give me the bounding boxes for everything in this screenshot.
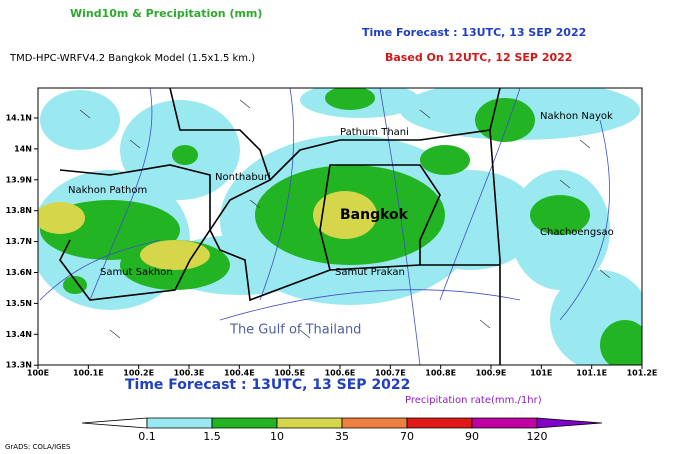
colorbar-label: 90 <box>465 430 479 443</box>
lat-label: 13.6N <box>6 268 32 277</box>
lat-label: 13.5N <box>6 299 32 308</box>
colorbar-swatch <box>471 417 538 429</box>
lat-label: 13.9N <box>6 175 32 184</box>
title: Wind10m & Precipitation (mm) <box>70 7 262 20</box>
colorbar-swatch <box>406 417 473 429</box>
lat-label: 13.7N <box>6 237 32 246</box>
forecast-time: Time Forecast : 13UTC, 13 SEP 2022 <box>362 26 586 39</box>
colorbar-label: 10 <box>270 430 284 443</box>
place-label: Nonthaburi <box>215 172 271 183</box>
lat-label: 13.4N <box>6 330 32 339</box>
model-name: TMD-HPC-WRFV4.2 Bangkok Model (1.5x1.5 k… <box>9 53 255 64</box>
lon-label: 100E <box>27 369 49 378</box>
lon-label: 100.5E <box>274 369 305 378</box>
lon-label: 101E <box>530 369 552 378</box>
place-label: The Gulf of Thailand <box>229 323 361 338</box>
precip-heavy <box>38 191 377 270</box>
colorbar-swatch <box>536 417 603 429</box>
lat-label: 14N <box>14 144 32 153</box>
lon-label: 100.2E <box>123 369 154 378</box>
lon-label: 100.1E <box>73 369 104 378</box>
streamlines <box>39 88 611 365</box>
lon-label: 100.7E <box>375 369 406 378</box>
wind-barbs <box>79 99 611 339</box>
lon-label: 100.6E <box>325 369 356 378</box>
lon-label: 101.2E <box>627 369 658 378</box>
legend-title: Precipitation rate(mm./1hr) <box>405 395 542 406</box>
colorbar-swatch <box>341 417 408 429</box>
lon-label: 100.4E <box>224 369 255 378</box>
colorbar-label: 1.5 <box>203 430 221 443</box>
colorbar-label: 70 <box>400 430 414 443</box>
precip-field <box>38 88 642 365</box>
place-label: Samut Sakhon <box>100 267 173 278</box>
lon-label: 101.1E <box>576 369 607 378</box>
colorbar-label: 35 <box>335 430 349 443</box>
colorbar-swatch <box>146 417 213 429</box>
lat-label: 13.8N <box>6 206 32 215</box>
place-labels: Pathum Thani Nakhon Nayok Nonthaburi Nakhon… <box>68 111 614 338</box>
colorbar-label: 120 <box>527 430 548 443</box>
lat-label: 14.1N <box>6 114 32 123</box>
footer-forecast: Time Forecast : 13UTC, 13 SEP 2022 <box>125 377 410 393</box>
province-borders <box>59 88 501 365</box>
place-label: Nakhon Nayok <box>540 111 613 122</box>
lon-label: 100.9E <box>476 369 507 378</box>
colorbar-swatch <box>81 417 148 429</box>
colorbar-swatch <box>211 417 278 429</box>
place-label: Pathum Thani <box>340 127 409 138</box>
lon-label: 100.3E <box>174 369 205 378</box>
based-on: Based On 12UTC, 12 SEP 2022 <box>385 51 572 64</box>
place-label: Chachoengsao <box>540 227 614 238</box>
axes: 14.1N 14N 13.9N 13.8N 13.7N 13.6N 13.5N 13.4N 13… <box>6 114 658 378</box>
lat-label: 13.3N <box>6 361 32 370</box>
lon-label: 100.8E <box>425 369 456 378</box>
colorbar-label: 0.1 <box>138 430 156 443</box>
credit: GrADS: COLA/IGES <box>5 443 71 451</box>
place-label: Bangkok <box>340 207 409 223</box>
colorbar: 0.1 1.5 10 35 70 90 120 <box>81 417 603 443</box>
place-label: Nakhon Pathom <box>68 185 147 196</box>
place-label: Samut Prakan <box>335 267 405 278</box>
colorbar-swatch <box>276 417 343 429</box>
